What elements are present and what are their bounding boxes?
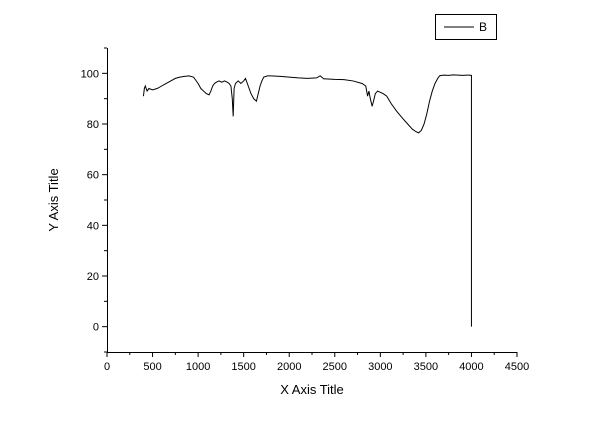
x-tick-label: 2000 — [277, 361, 301, 373]
y-axis-title: Y Axis Title — [46, 168, 61, 231]
series-b-line — [142, 74, 472, 327]
x-tick-label: 3500 — [414, 361, 438, 373]
x-tick-label: 1000 — [186, 361, 210, 373]
y-ticks: 0 20 40 60 80 100 — [81, 47, 107, 353]
y-tick-label: 60 — [87, 170, 99, 182]
x-tick-label: 4500 — [505, 361, 529, 373]
y-tick-label: 40 — [87, 220, 99, 232]
x-tick-label: 500 — [143, 361, 161, 373]
x-tick-label: 0 — [104, 361, 110, 373]
y-tick-label: 80 — [87, 119, 99, 131]
legend: B — [435, 14, 497, 40]
y-tick-label: 20 — [87, 271, 99, 283]
legend-label: B — [479, 20, 487, 34]
axes — [107, 48, 517, 353]
x-tick-label: 4000 — [459, 361, 483, 373]
x-tick-label: 2500 — [323, 361, 347, 373]
x-tick-label: 1500 — [231, 361, 255, 373]
x-tick-label: 3000 — [368, 361, 392, 373]
x-ticks: 0 500 1000 1500 2000 2500 3000 3500 4000 4500 — [104, 352, 529, 373]
y-tick-label: 0 — [93, 322, 99, 334]
x-axis-title: X Axis Title — [280, 382, 344, 397]
y-tick-label: 100 — [81, 68, 99, 80]
